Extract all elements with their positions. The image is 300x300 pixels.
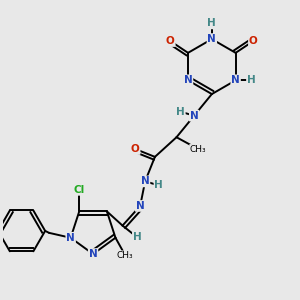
Text: N: N xyxy=(190,111,199,121)
Text: N: N xyxy=(184,75,192,85)
Text: H: H xyxy=(247,75,256,85)
Text: H: H xyxy=(133,232,142,242)
Text: O: O xyxy=(131,144,140,154)
Text: N: N xyxy=(208,34,216,44)
Text: N: N xyxy=(136,201,145,211)
Text: N: N xyxy=(89,249,98,259)
Text: H: H xyxy=(176,107,185,117)
Text: O: O xyxy=(166,36,175,46)
Text: CH₃: CH₃ xyxy=(190,145,206,154)
Text: N: N xyxy=(231,75,240,85)
Text: CH₃: CH₃ xyxy=(117,251,134,260)
Text: H: H xyxy=(154,180,163,190)
Text: O: O xyxy=(249,36,258,46)
Text: N: N xyxy=(66,233,75,243)
Text: H: H xyxy=(208,18,216,28)
Text: Cl: Cl xyxy=(74,185,85,195)
Text: N: N xyxy=(141,176,149,186)
